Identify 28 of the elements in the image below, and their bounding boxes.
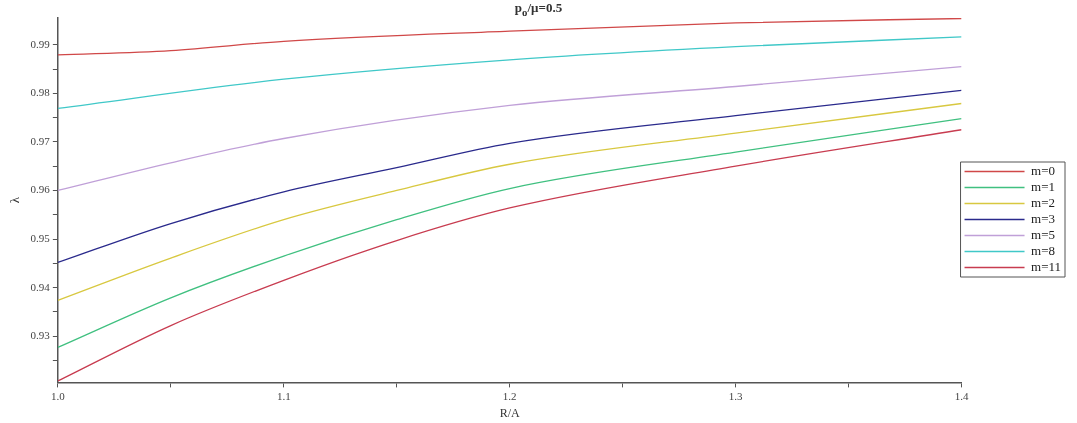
legend-label: m=5 bbox=[1031, 226, 1055, 242]
y-axis-title: λ bbox=[7, 196, 23, 204]
legend-label: m=0 bbox=[1031, 162, 1055, 178]
y-tick-label: 0.99 bbox=[30, 37, 51, 50]
line-series bbox=[57, 65, 962, 192]
chart-title: p$_{o}$/μ=0.5 bbox=[513, 0, 564, 18]
line-series bbox=[57, 18, 962, 56]
y-tick-label: 0.94 bbox=[30, 280, 51, 293]
x-tick-label: 1.3 bbox=[728, 389, 743, 402]
line-series bbox=[57, 102, 962, 301]
legend-label: m=1 bbox=[1031, 178, 1055, 194]
legend-label: m=8 bbox=[1031, 242, 1055, 258]
y-tick-label: 0.97 bbox=[30, 134, 51, 147]
line-series bbox=[57, 117, 962, 349]
y-tick-label: 0.93 bbox=[30, 329, 51, 342]
legend-label: m=11 bbox=[1031, 258, 1062, 274]
y-tick-label: 0.98 bbox=[30, 86, 51, 99]
x-tick-label: 1.4 bbox=[954, 389, 969, 402]
line-series bbox=[57, 89, 962, 264]
y-tick-label: 0.96 bbox=[30, 183, 51, 196]
legend-label: m=2 bbox=[1031, 194, 1055, 210]
y-tick-label: 0.95 bbox=[30, 231, 51, 244]
x-tick-label: 1.2 bbox=[502, 389, 517, 402]
legend-label: m=3 bbox=[1031, 210, 1055, 226]
x-axis-title: R/A bbox=[499, 405, 521, 420]
line-series bbox=[57, 36, 962, 110]
x-tick-label: 1.1 bbox=[276, 389, 291, 402]
x-tick-label: 1.0 bbox=[50, 389, 66, 402]
